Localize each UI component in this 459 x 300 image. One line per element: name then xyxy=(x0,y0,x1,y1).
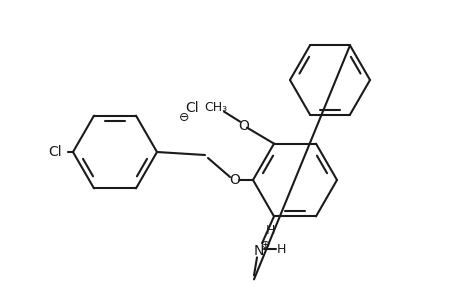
Text: H: H xyxy=(276,243,285,256)
Text: H: H xyxy=(265,224,274,237)
Text: O: O xyxy=(238,118,249,133)
Text: ⊕: ⊕ xyxy=(261,240,270,250)
Text: ⊖: ⊖ xyxy=(179,110,189,124)
Text: O: O xyxy=(229,173,240,187)
Text: CH₃: CH₃ xyxy=(204,101,227,114)
Text: N: N xyxy=(253,244,263,258)
Text: Cl: Cl xyxy=(185,101,198,115)
Text: Cl: Cl xyxy=(48,145,62,159)
